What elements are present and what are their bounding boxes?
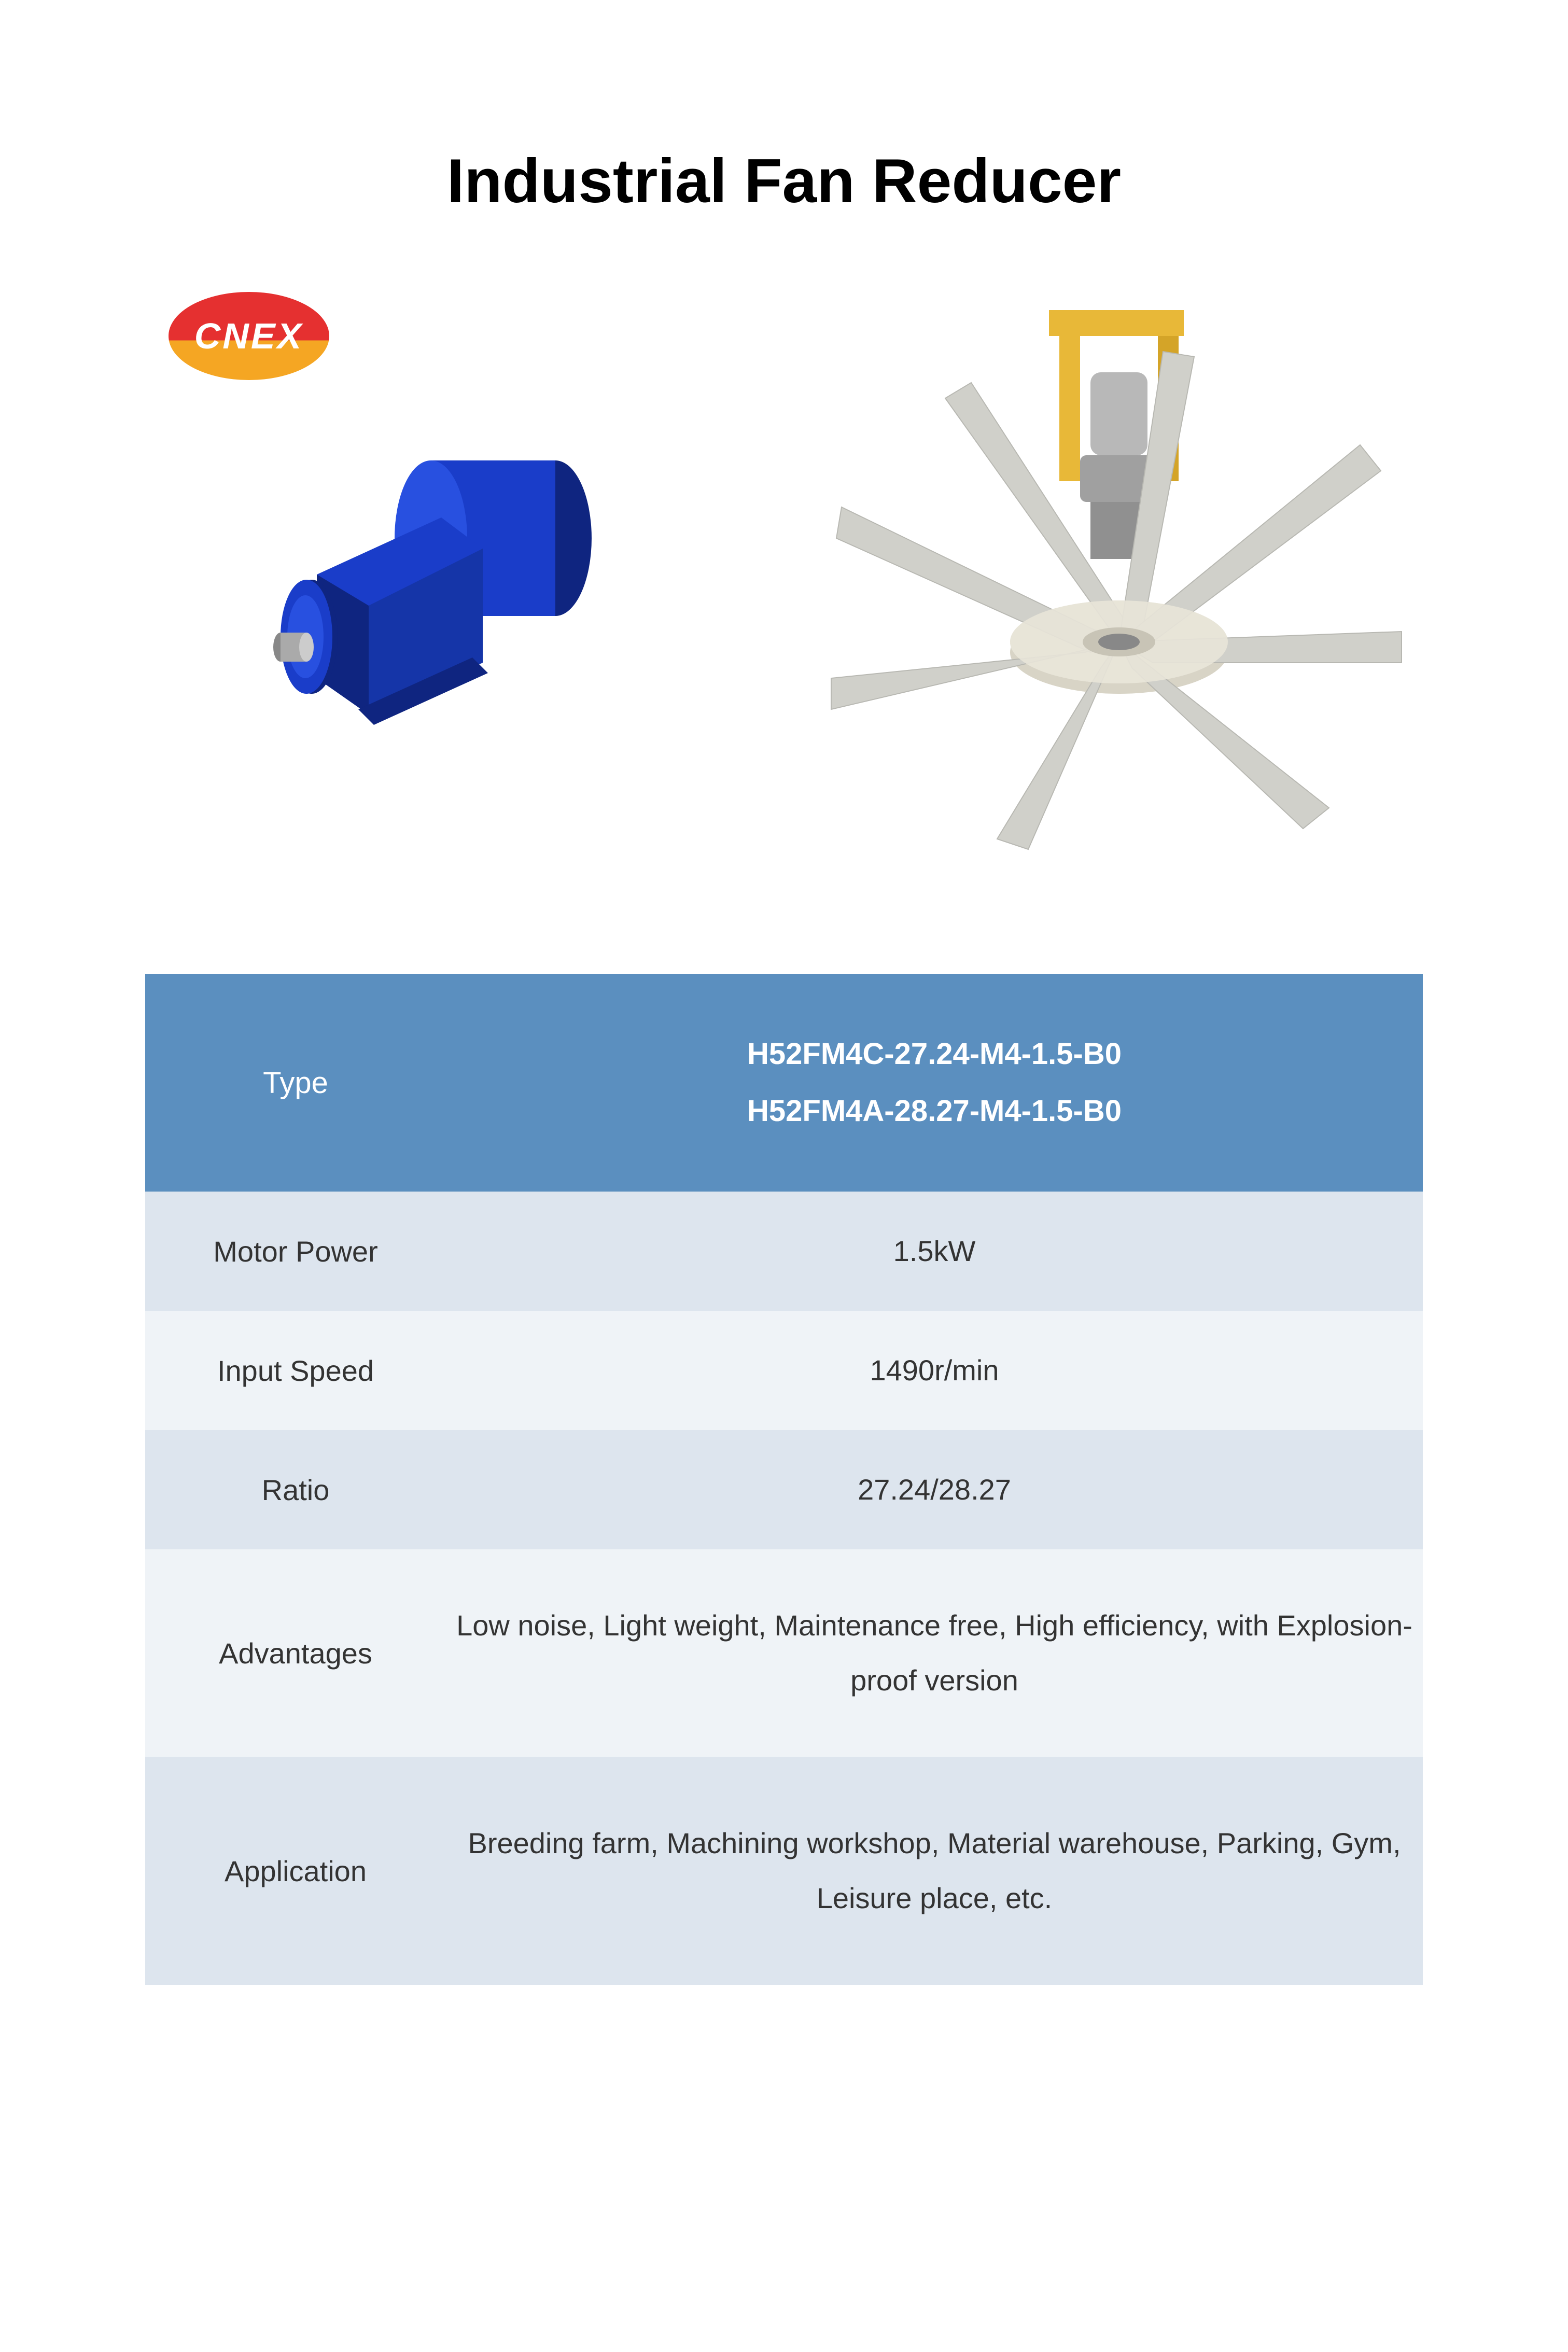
advantages-label: Advantages <box>145 1549 446 1757</box>
cnex-logo-text: CNEX <box>194 315 303 357</box>
type-value: H52FM4C-27.24-M4-1.5-B0 H52FM4A-28.27-M4… <box>446 974 1423 1192</box>
advantages-value: Low noise, Light weight, Maintenance fre… <box>446 1549 1423 1757</box>
product-image-right <box>800 279 1423 901</box>
input-speed-label: Input Speed <box>145 1311 446 1430</box>
spec-table: Type H52FM4C-27.24-M4-1.5-B0 H52FM4A-28.… <box>145 974 1423 1985</box>
table-row-motor-power: Motor Power 1.5kW <box>145 1192 1423 1311</box>
table-row-advantages: Advantages Low noise, Light weight, Main… <box>145 1549 1423 1757</box>
motor-power-label: Motor Power <box>145 1192 446 1311</box>
table-row-ratio: Ratio 27.24/28.27 <box>145 1430 1423 1549</box>
application-value: Breeding farm, Machining workshop, Mater… <box>446 1757 1423 1985</box>
product-image-left: CNEX <box>145 279 768 901</box>
page-container: Industrial Fan Reducer CNEX <box>0 0 1568 1985</box>
application-label: Application <box>145 1757 446 1985</box>
cnex-logo: CNEX <box>166 289 332 383</box>
input-speed-value: 1490r/min <box>446 1311 1423 1430</box>
image-row: CNEX <box>145 279 1423 901</box>
table-row-application: Application Breeding farm, Machining wor… <box>145 1757 1423 1985</box>
table-row-input-speed: Input Speed 1490r/min <box>145 1311 1423 1430</box>
table-row-type: Type H52FM4C-27.24-M4-1.5-B0 H52FM4A-28.… <box>145 974 1423 1192</box>
reducer-illustration <box>223 383 690 797</box>
type-label: Type <box>145 974 446 1192</box>
fan-illustration <box>800 279 1423 901</box>
motor-power-value: 1.5kW <box>446 1192 1423 1311</box>
ratio-label: Ratio <box>145 1430 446 1549</box>
ratio-value: 27.24/28.27 <box>446 1430 1423 1549</box>
page-title: Industrial Fan Reducer <box>145 145 1423 217</box>
